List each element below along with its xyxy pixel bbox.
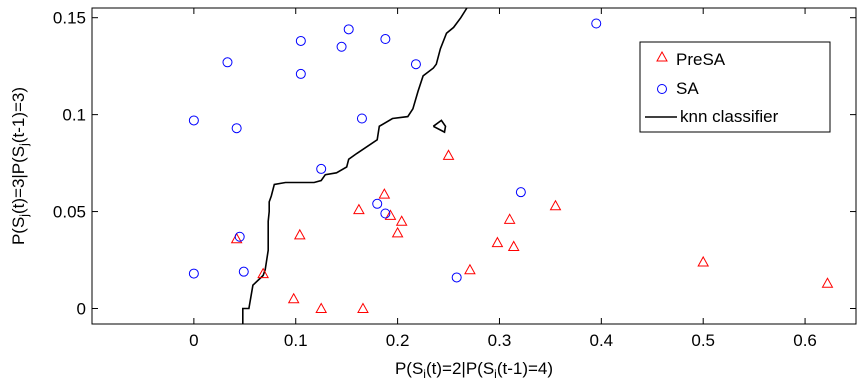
presa-point — [503, 213, 516, 224]
y-tick-label: 0.05 — [53, 203, 86, 222]
sa-point — [591, 18, 602, 29]
y-tick-label: 0 — [77, 299, 86, 318]
presa-point — [230, 232, 243, 244]
data-points — [188, 18, 834, 313]
presa-point — [464, 263, 476, 275]
sa-point — [356, 113, 367, 124]
presa-point — [315, 302, 328, 313]
presa-point — [549, 199, 562, 211]
legend-presa-marker — [656, 50, 668, 62]
y-tick-label: 0.15 — [53, 9, 86, 28]
sa-point — [231, 123, 242, 134]
sa-point — [222, 57, 233, 68]
x-tick-label: 0.2 — [386, 331, 410, 350]
knn-boundary-line — [242, 7, 468, 324]
legend-presa-label: PreSA — [676, 50, 726, 69]
presa-point — [287, 292, 300, 304]
sa-point — [188, 115, 199, 126]
legend: PreSA SA knn classifier — [639, 41, 831, 133]
x-tick-label: 0 — [189, 331, 198, 350]
sa-point — [238, 266, 249, 277]
x-tick-label: 0.3 — [488, 331, 512, 350]
sa-point — [515, 187, 526, 198]
sa-point — [316, 163, 327, 174]
sa-point — [295, 35, 306, 46]
presa-point — [293, 228, 306, 240]
x-tick-label: 0.4 — [590, 331, 614, 350]
x-tick-label: 0.5 — [691, 331, 715, 350]
presa-point — [821, 277, 834, 288]
presa-point — [491, 236, 504, 248]
presa-point — [507, 240, 520, 251]
presa-point — [384, 209, 397, 220]
sa-point — [380, 34, 391, 45]
sa-point — [336, 41, 347, 52]
presa-point — [378, 188, 391, 199]
knn-classifier-boundary — [242, 7, 468, 324]
presa-point — [353, 203, 365, 215]
y-tick-label: 0.1 — [62, 106, 86, 125]
legend-sa-marker — [657, 84, 667, 94]
presa-point — [697, 255, 710, 267]
y-axis-label: P(Sj(t)=3|P(Sj(t-1)=3) — [9, 87, 31, 245]
sa-point — [234, 231, 245, 242]
sa-point — [343, 24, 354, 35]
sa-point — [188, 268, 199, 279]
presa-point — [357, 302, 369, 313]
presa-point — [391, 226, 404, 238]
sa-point — [372, 198, 383, 209]
presa-point — [442, 149, 455, 160]
x-tick-label: 0.1 — [284, 331, 308, 350]
x-tick-label: 0.6 — [793, 331, 817, 350]
legend-sa-label: SA — [676, 79, 699, 98]
sa-point — [380, 208, 391, 219]
sa-point — [451, 272, 462, 283]
knn-boundary-island — [432, 119, 447, 134]
axis-ticks: 0 0.1 0.2 0.3 0.4 0.5 0.6 0 0.05 0.1 0.15 — [53, 8, 856, 350]
presa-point — [395, 215, 408, 226]
presa-point — [257, 267, 269, 279]
x-axis-label: P(Si(t)=2|P(Si(t-1)=4) — [395, 359, 553, 381]
legend-knn-label: knn classifier — [680, 107, 779, 126]
sa-point — [295, 68, 306, 79]
sa-point — [410, 59, 421, 70]
